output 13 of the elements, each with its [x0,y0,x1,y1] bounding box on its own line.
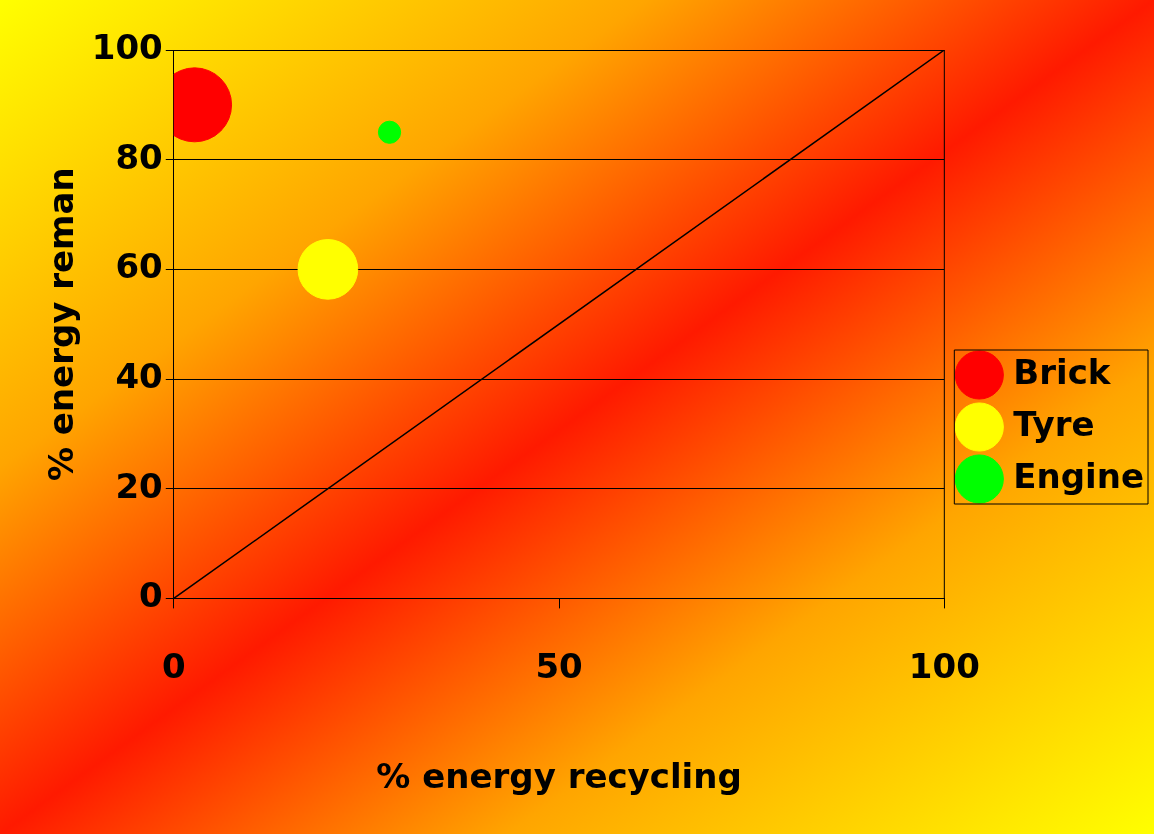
y-tick-label: 60 [115,246,163,287]
y-tick-label: 100 [91,26,163,67]
x-tick-label: 100 [908,645,980,686]
legend-label: Brick [1013,351,1112,392]
x-tick-label: 50 [535,645,583,686]
y-tick-label: 20 [115,465,163,506]
legend-label: Engine [1013,455,1144,496]
y-tick-label: 80 [115,136,163,177]
y-tick-label: 0 [139,575,163,616]
x-axis-title: % energy recycling [376,756,742,797]
y-tick-label: 40 [115,355,163,396]
y-axis-title: % energy reman [41,167,82,482]
legend-label: Tyre [1013,403,1095,444]
